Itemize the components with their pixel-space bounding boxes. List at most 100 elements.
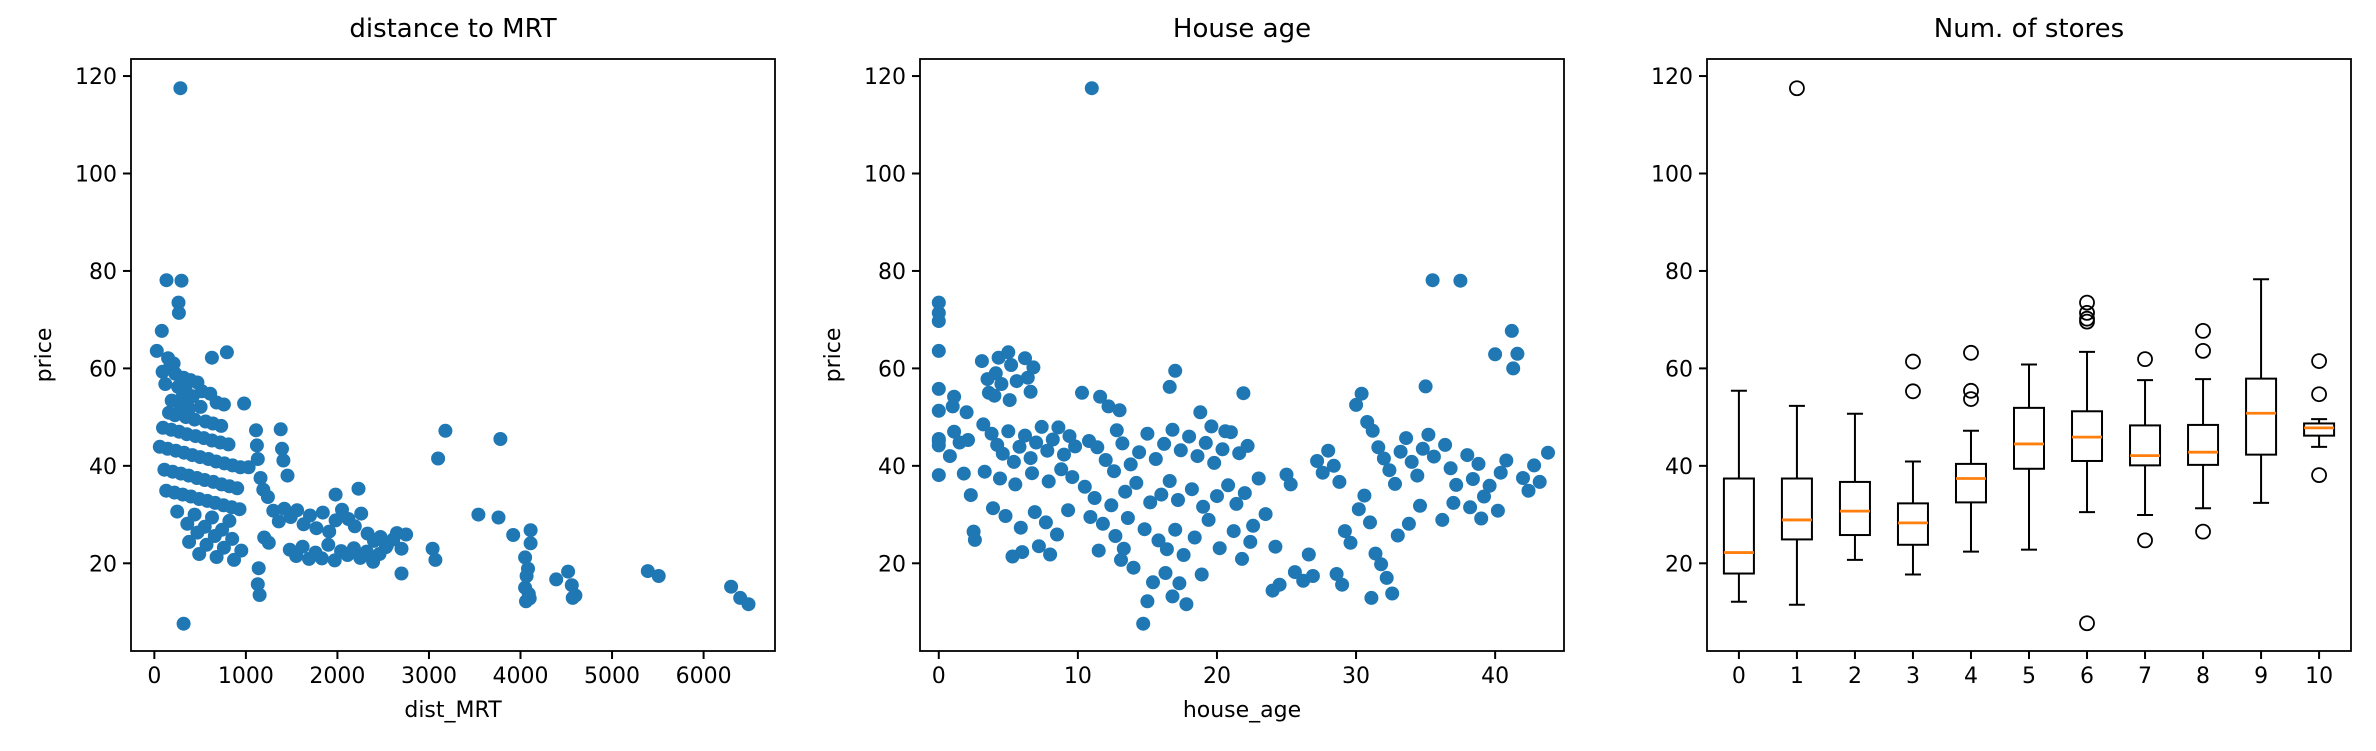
- data-point: [1157, 436, 1172, 451]
- data-point: [1460, 448, 1475, 463]
- data-point: [1499, 453, 1514, 468]
- data-point: [1329, 567, 1344, 581]
- data-point: [1045, 432, 1060, 447]
- data-point: [1176, 548, 1191, 562]
- data-point: [1165, 589, 1180, 604]
- data-point: [174, 273, 189, 288]
- data-point: [314, 551, 329, 566]
- x-tick-label: 0: [1732, 664, 1746, 689]
- data-point: [1001, 424, 1016, 439]
- data-point: [1075, 385, 1089, 400]
- data-point: [1488, 347, 1503, 362]
- data-point: [1410, 468, 1425, 483]
- data-point: [1084, 81, 1099, 96]
- chart-title: Num. of stores: [1933, 14, 2125, 44]
- data-point: [1301, 547, 1316, 562]
- data-point: [1446, 495, 1461, 510]
- data-point: [315, 505, 330, 520]
- data-point: [1165, 422, 1180, 437]
- y-tick-label: 20: [878, 552, 906, 577]
- data-point: [1109, 423, 1124, 438]
- y-tick-label: 40: [878, 455, 906, 480]
- data-point: [1287, 565, 1302, 580]
- outlier-point: [1905, 353, 1921, 370]
- data-point: [1272, 577, 1287, 592]
- x-tick-label: 40: [1481, 664, 1509, 689]
- data-point: [1158, 566, 1173, 580]
- outlier-point: [2079, 304, 2095, 321]
- box: [2187, 423, 2220, 466]
- data-point: [295, 539, 310, 554]
- data-point: [942, 449, 957, 464]
- data-point: [1368, 546, 1383, 561]
- y-tick-label: 100: [864, 163, 906, 188]
- data-point: [1243, 534, 1258, 549]
- data-point: [1001, 345, 1016, 360]
- data-point: [1018, 428, 1032, 443]
- x-tick-label: 6: [2080, 664, 2094, 689]
- data-point: [1173, 443, 1188, 458]
- data-point: [931, 381, 946, 396]
- axes-frame: [919, 58, 1565, 652]
- data-point: [1140, 594, 1155, 609]
- data-point: [207, 529, 222, 543]
- data-point: [1023, 451, 1038, 466]
- data-point: [158, 377, 173, 391]
- data-point: [303, 508, 317, 523]
- x-tick-label: 5: [2022, 664, 2036, 689]
- data-point: [1098, 453, 1113, 467]
- data-point: [561, 564, 576, 579]
- outlier-point: [1963, 344, 1979, 361]
- data-point: [399, 527, 414, 542]
- data-point: [1516, 471, 1530, 485]
- data-point: [741, 597, 756, 612]
- data-point: [1132, 445, 1147, 460]
- data-point: [1194, 567, 1209, 582]
- data-point: [170, 504, 185, 519]
- outlier-point: [2311, 386, 2327, 403]
- data-point: [1229, 496, 1244, 511]
- outlier-point: [2079, 313, 2095, 330]
- box: [1722, 477, 1755, 575]
- data-point: [1129, 475, 1144, 490]
- data-point: [491, 510, 506, 525]
- data-point: [1057, 447, 1071, 462]
- data-point: [549, 572, 564, 587]
- x-tick-label: 3000: [401, 664, 457, 689]
- data-point: [1506, 361, 1521, 376]
- x-tick-label: 10: [1064, 664, 1092, 689]
- data-point: [1093, 389, 1108, 404]
- data-point: [1421, 427, 1436, 442]
- data-point: [394, 566, 409, 581]
- data-point: [493, 432, 508, 446]
- x-tick-label: 4: [1964, 664, 1978, 689]
- data-point: [1418, 379, 1433, 394]
- box: [1838, 480, 1871, 537]
- data-point: [241, 460, 256, 475]
- data-point: [359, 544, 374, 559]
- outlier-point: [2195, 322, 2211, 339]
- data-point: [931, 314, 946, 329]
- data-point: [521, 561, 535, 576]
- data-point: [1385, 586, 1400, 601]
- data-point: [1354, 386, 1369, 401]
- data-point: [1115, 436, 1130, 451]
- data-point: [1018, 351, 1032, 366]
- x-tick-label: 6000: [676, 664, 732, 689]
- data-point: [1310, 454, 1325, 468]
- data-point: [471, 507, 486, 522]
- data-point: [1065, 470, 1080, 485]
- data-point: [1463, 500, 1478, 515]
- y-tick-label: 120: [75, 65, 117, 90]
- x-tick-label: 8: [2196, 664, 2210, 689]
- outlier-point: [2137, 351, 2153, 368]
- data-point: [322, 524, 337, 539]
- data-point: [977, 464, 992, 479]
- y-tick-label: 20: [89, 552, 117, 577]
- data-point: [1041, 474, 1056, 489]
- data-point: [260, 490, 275, 504]
- data-point: [1376, 451, 1391, 466]
- data-point: [1182, 429, 1197, 444]
- outlier-point: [1963, 391, 1979, 407]
- outlier-point: [2079, 615, 2095, 632]
